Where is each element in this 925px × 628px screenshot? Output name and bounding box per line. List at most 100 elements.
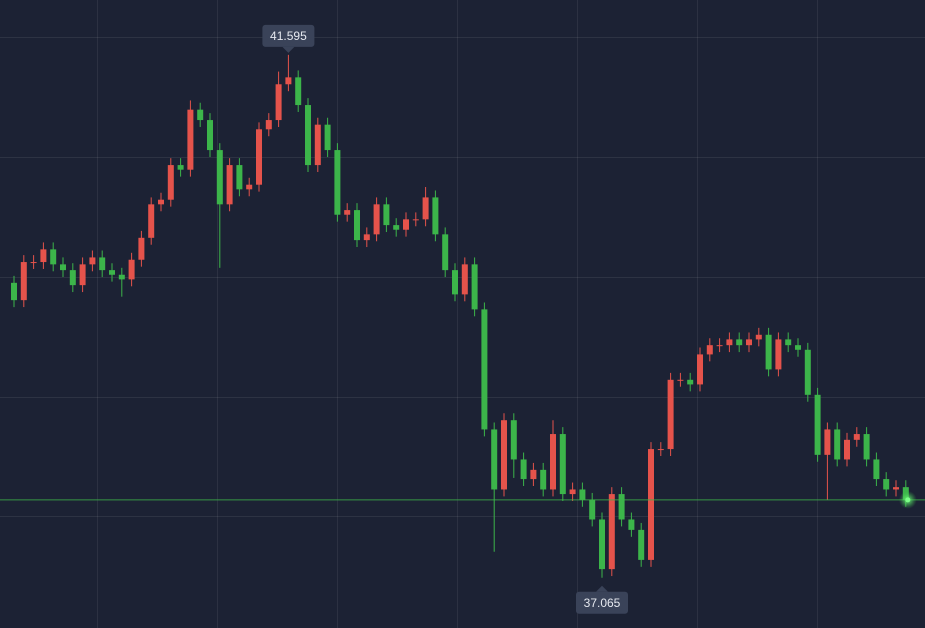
candle-body	[452, 270, 458, 295]
tag-label: 41.595	[270, 29, 307, 43]
candle-body	[853, 434, 860, 440]
candle-body	[354, 210, 360, 241]
tag-box	[262, 24, 315, 47]
candle-body	[746, 339, 752, 346]
candle-body	[148, 204, 155, 238]
candle-body	[814, 394, 821, 455]
candle-body	[256, 129, 262, 185]
candle-body	[60, 264, 66, 271]
candle-body	[11, 282, 17, 301]
candle-body	[667, 379, 674, 450]
candle-body	[569, 489, 576, 495]
candle-body	[824, 429, 831, 455]
candle-body	[432, 197, 439, 235]
candle-body	[657, 449, 664, 451]
candle-body	[501, 420, 507, 490]
candle-body	[893, 487, 899, 490]
max-price-tag: 41.595	[262, 24, 315, 53]
candle-body	[844, 439, 850, 460]
candle-body	[559, 434, 566, 495]
candle-body	[363, 234, 370, 241]
candle-body	[755, 334, 762, 340]
candle-body	[530, 469, 537, 480]
candle-body	[207, 120, 213, 151]
time-grid	[97, 0, 818, 628]
candle-body	[324, 124, 331, 151]
candle-body	[158, 199, 164, 205]
candle-body	[285, 77, 292, 85]
candle-body	[726, 339, 733, 346]
candle-body	[99, 257, 106, 271]
candle-body	[128, 259, 135, 280]
candle-body	[118, 274, 125, 280]
candle-body	[628, 519, 635, 530]
tag-pointer	[596, 585, 608, 592]
candle-body	[197, 109, 204, 121]
candle-body	[834, 429, 841, 460]
candle-body	[334, 150, 341, 215]
candle-body	[20, 262, 27, 301]
candle-body	[177, 165, 184, 170]
candle-body	[40, 249, 47, 263]
candle-body	[677, 379, 684, 381]
candle-body	[216, 150, 223, 205]
candle-body	[167, 165, 174, 200]
candle-body	[618, 494, 625, 520]
candle-body	[393, 225, 400, 230]
candle-body	[187, 109, 194, 170]
candle-body	[579, 489, 586, 500]
candle-body	[471, 264, 478, 310]
candle-body	[89, 257, 96, 265]
tag-label: 37.065	[584, 596, 621, 610]
candle-body	[795, 345, 801, 350]
candle-body	[138, 237, 145, 260]
candle-body	[638, 529, 645, 560]
candle-body	[599, 519, 605, 570]
candle-body	[109, 270, 115, 275]
candle-body	[510, 420, 517, 460]
candle-body	[706, 345, 713, 355]
candle-body	[412, 219, 419, 221]
candle-body	[314, 124, 321, 166]
candle-body	[305, 105, 311, 166]
candle-body	[687, 379, 694, 385]
candle-body	[491, 429, 498, 490]
candle-body	[481, 309, 488, 430]
candle-body	[589, 499, 596, 520]
candle-body	[765, 334, 772, 370]
candle-body	[520, 459, 527, 480]
candle-body	[295, 77, 302, 106]
candle-body	[648, 449, 654, 560]
tag-pointer	[282, 46, 295, 53]
tag-box	[576, 591, 628, 614]
candle-body	[550, 434, 556, 490]
candle-body	[804, 349, 811, 395]
candle-body	[608, 494, 615, 570]
candle-body	[383, 204, 390, 226]
candle-body	[265, 120, 272, 130]
candle-body	[275, 84, 282, 121]
candle-body	[246, 184, 253, 190]
candle-body	[873, 459, 880, 480]
candle-body	[344, 210, 351, 215]
candle-body	[226, 165, 233, 205]
candle-body	[236, 165, 243, 190]
candle-body	[69, 270, 76, 286]
candle-body	[373, 204, 380, 235]
candle-body	[30, 262, 37, 264]
candle-body	[863, 434, 870, 460]
candle-body	[775, 339, 782, 370]
min-price-tag: 37.065	[576, 585, 628, 614]
candle-body	[697, 354, 703, 385]
candle-body	[736, 339, 743, 346]
candle-body	[883, 479, 890, 490]
candle-body	[79, 264, 86, 286]
candle-body	[442, 234, 449, 271]
candle-body	[540, 469, 547, 490]
candle-body	[785, 339, 792, 346]
candle-body	[50, 249, 57, 265]
candle-body	[716, 345, 723, 347]
candle-body	[461, 264, 468, 295]
